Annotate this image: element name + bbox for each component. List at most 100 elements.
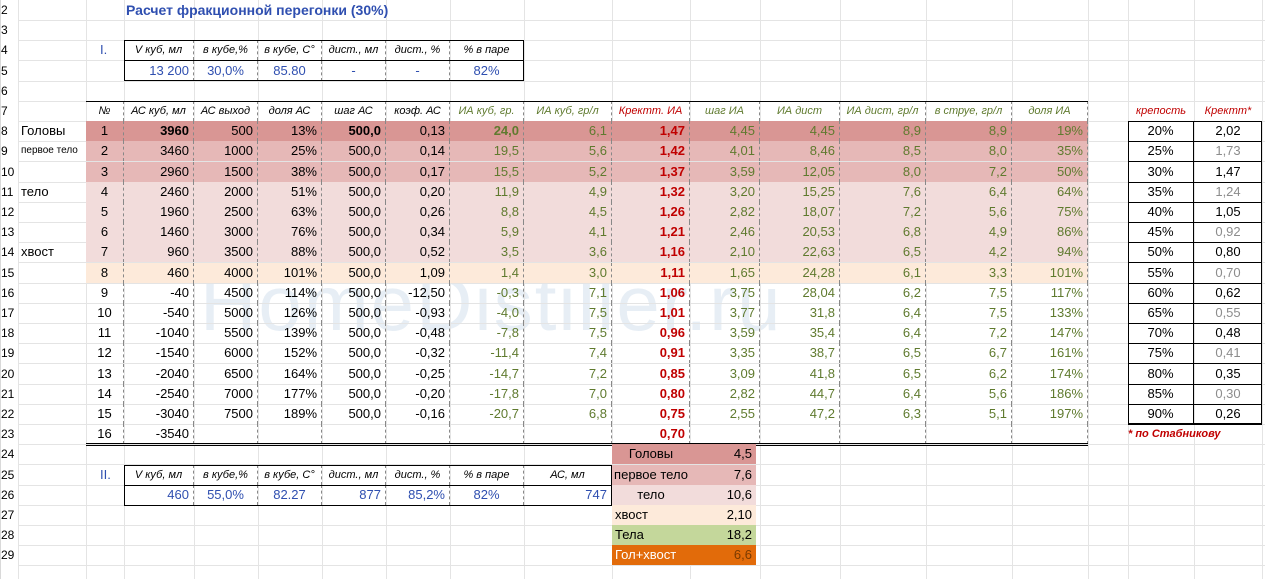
side-strength[interactable]: 65% <box>1128 303 1194 323</box>
row-number[interactable]: 6 <box>1 84 8 98</box>
table-cell[interactable]: 500,0 <box>322 283 386 303</box>
table-cell[interactable]: 2,82 <box>690 384 760 404</box>
table-cell[interactable]: 8 <box>86 263 124 283</box>
row-number[interactable]: 9 <box>1 144 8 158</box>
table-cell[interactable]: -0,3 <box>450 283 524 303</box>
table-cell[interactable]: 161% <box>1012 343 1088 363</box>
table-cell[interactable]: 4500 <box>194 283 258 303</box>
side-krect[interactable]: 0,35 <box>1215 366 1241 381</box>
table-cell[interactable]: 63% <box>258 202 322 222</box>
row-number[interactable]: 27 <box>1 508 15 522</box>
row-number[interactable]: 7 <box>1 104 8 118</box>
summary-value[interactable]: 18,2 <box>726 527 752 542</box>
table-cell[interactable]: 6,8 <box>840 222 926 242</box>
table-cell[interactable]: -7,8 <box>450 323 524 343</box>
table-cell[interactable]: 2,46 <box>690 222 760 242</box>
table-cell[interactable]: 114% <box>258 283 322 303</box>
summary-value[interactable]: 7,6 <box>733 467 752 482</box>
table-cell[interactable]: 4000 <box>194 263 258 283</box>
row-number[interactable]: 2 <box>1 3 8 17</box>
table-cell[interactable]: 3,09 <box>690 364 760 384</box>
table-cell[interactable]: 101% <box>1012 263 1088 283</box>
table-cell[interactable]: 0,91 <box>612 343 690 363</box>
table-cell[interactable]: 51% <box>258 182 322 202</box>
table-cell[interactable]: 7,5 <box>926 283 1012 303</box>
table-cell[interactable]: 5,6 <box>524 141 612 161</box>
table-cell[interactable] <box>322 424 386 444</box>
table-cell[interactable]: 5 <box>86 202 124 222</box>
section1-value[interactable]: 30,0% <box>194 61 258 81</box>
table-cell[interactable]: 1,11 <box>612 263 690 283</box>
table-cell[interactable]: 0,52 <box>386 242 450 262</box>
table-cell[interactable]: 186% <box>1012 384 1088 404</box>
table-cell[interactable]: 2,10 <box>690 242 760 262</box>
table-cell[interactable]: 0,70 <box>612 424 690 444</box>
side-strength[interactable]: 90% <box>1128 404 1194 424</box>
table-cell[interactable]: 4,9 <box>524 182 612 202</box>
side-strength[interactable]: 25% <box>1128 141 1194 161</box>
table-cell[interactable]: -4,0 <box>450 303 524 323</box>
table-cell[interactable]: 8,0 <box>840 162 926 182</box>
table-cell[interactable]: 3,35 <box>690 343 760 363</box>
table-cell[interactable]: 3,5 <box>450 242 524 262</box>
table-cell[interactable]: 1,37 <box>612 162 690 182</box>
table-cell[interactable]: 11 <box>86 323 124 343</box>
row-number[interactable]: 14 <box>1 245 15 259</box>
side-krect[interactable]: 0,41 <box>1215 345 1241 360</box>
table-cell[interactable] <box>926 424 1012 444</box>
row-number[interactable]: 23 <box>1 427 15 441</box>
side-strength[interactable]: 80% <box>1128 364 1194 384</box>
side-krect[interactable]: 0,30 <box>1215 386 1241 401</box>
side-krect[interactable]: 1,05 <box>1215 204 1241 219</box>
table-cell[interactable]: 7,5 <box>524 323 612 343</box>
table-cell[interactable]: -540 <box>124 303 194 323</box>
table-cell[interactable]: 47,2 <box>760 404 840 424</box>
table-cell[interactable]: 9 <box>86 283 124 303</box>
table-cell[interactable]: 1,01 <box>612 303 690 323</box>
table-cell[interactable]: 8,5 <box>840 141 926 161</box>
table-cell[interactable]: -1040 <box>124 323 194 343</box>
table-cell[interactable]: 2,82 <box>690 202 760 222</box>
table-cell[interactable]: 3,77 <box>690 303 760 323</box>
table-cell[interactable]: 1000 <box>194 141 258 161</box>
table-cell[interactable]: 5,2 <box>524 162 612 182</box>
table-cell[interactable]: 500,0 <box>322 343 386 363</box>
table-cell[interactable]: 6,4 <box>840 303 926 323</box>
table-cell[interactable]: 24,0 <box>450 121 524 141</box>
side-krect[interactable]: 1,24 <box>1215 184 1241 199</box>
table-cell[interactable]: -0,48 <box>386 323 450 343</box>
table-cell[interactable]: 2500 <box>194 202 258 222</box>
table-cell[interactable]: 4,01 <box>690 141 760 161</box>
table-cell[interactable]: 20,53 <box>760 222 840 242</box>
table-cell[interactable]: -3040 <box>124 404 194 424</box>
table-cell[interactable] <box>690 424 760 444</box>
side-strength[interactable]: 35% <box>1128 182 1194 202</box>
section2-value[interactable]: 460 <box>124 485 194 505</box>
section1-value[interactable]: - <box>322 61 386 81</box>
table-cell[interactable]: 7,1 <box>524 283 612 303</box>
section1-value[interactable]: 13 200 <box>124 61 194 81</box>
table-cell[interactable]: 5,6 <box>926 202 1012 222</box>
table-cell[interactable]: 8,0 <box>926 141 1012 161</box>
side-krect[interactable]: 0,70 <box>1215 265 1241 280</box>
table-cell[interactable]: 174% <box>1012 364 1088 384</box>
row-number[interactable]: 26 <box>1 488 15 502</box>
table-cell[interactable]: 7,5 <box>524 303 612 323</box>
table-cell[interactable]: 1,06 <box>612 283 690 303</box>
table-cell[interactable]: 19% <box>1012 121 1088 141</box>
table-cell[interactable]: 1,65 <box>690 263 760 283</box>
row-number[interactable]: 15 <box>1 266 15 280</box>
table-cell[interactable]: 3460 <box>124 141 194 161</box>
table-cell[interactable]: 1,26 <box>612 202 690 222</box>
table-cell[interactable]: 4,9 <box>926 222 1012 242</box>
table-cell[interactable]: 3,6 <box>524 242 612 262</box>
table-cell[interactable]: 8,9 <box>926 121 1012 141</box>
table-cell[interactable]: -17,8 <box>450 384 524 404</box>
table-cell[interactable]: 1,32 <box>612 182 690 202</box>
table-cell[interactable]: 35% <box>1012 141 1088 161</box>
table-cell[interactable]: 500,0 <box>322 384 386 404</box>
side-krect[interactable]: 1,73 <box>1215 143 1241 158</box>
table-cell[interactable]: 500,0 <box>322 303 386 323</box>
table-cell[interactable]: 6,1 <box>524 121 612 141</box>
table-cell[interactable]: 15,25 <box>760 182 840 202</box>
